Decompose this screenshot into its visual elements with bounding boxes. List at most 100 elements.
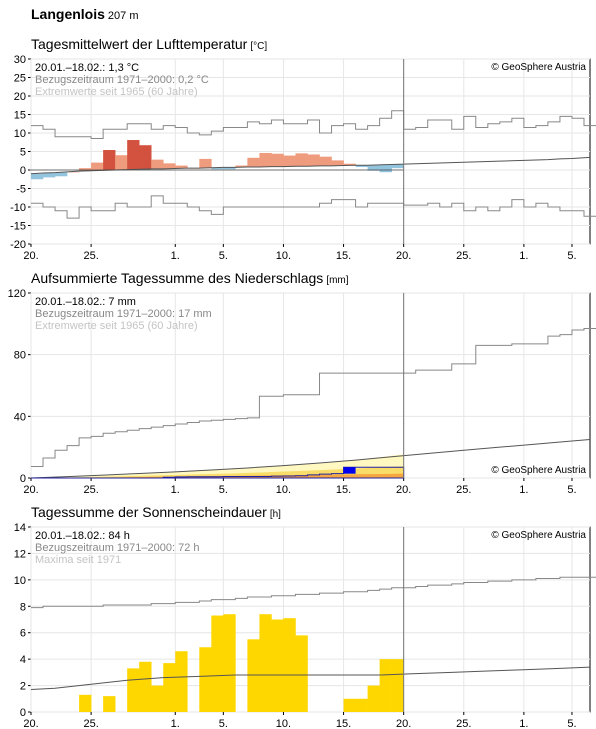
sunshine-bar [295, 635, 308, 712]
y-tick-label: 2 [20, 681, 26, 693]
station-name: Langenlois [31, 6, 105, 22]
legend-extremes: Maxima seit 1971 [35, 554, 121, 566]
temperature-deviation-bar [151, 159, 164, 169]
x-tick-label: 25. [456, 250, 471, 262]
y-tick-label: -15 [10, 221, 26, 233]
legend-extremes: Extremwerte seit 1965 (60 Jahre) [35, 86, 198, 98]
legend-extremes: Extremwerte seit 1965 (60 Jahre) [35, 320, 198, 332]
chart-title-temperature: Tagesmittelwert der Lufttemperatur [°C] [31, 36, 267, 52]
y-tick-label: -10 [10, 202, 26, 214]
sunshine-bar [163, 663, 176, 712]
temperature-title: Tagesmittelwert der Lufttemperatur [31, 36, 248, 52]
temperature-deviation-bar [283, 155, 296, 167]
x-tick-label: 20. [396, 250, 411, 262]
temperature-deviation-bar [319, 156, 332, 166]
max-extreme-line [31, 327, 596, 467]
x-tick-label: 1. [519, 484, 528, 496]
sunshine-bar [283, 618, 296, 712]
temperature-deviation-bar [235, 165, 248, 168]
sunshine-bar [259, 614, 272, 712]
temperature-deviation-bar [379, 164, 392, 173]
sunshine-bar [127, 668, 140, 712]
y-tick-label: 25 [14, 73, 26, 85]
x-tick-label: 25. [83, 484, 98, 496]
y-tick-label: 0 [20, 473, 26, 485]
x-tick-label: 5. [567, 718, 576, 729]
x-tick-label: 10. [276, 484, 291, 496]
x-tick-label: 20. [23, 250, 38, 262]
x-tick-label: 15. [336, 718, 351, 729]
copyright-label: © GeoSphere Austria [491, 465, 586, 476]
sunshine-bar [367, 685, 380, 712]
x-tick-label: 10. [276, 718, 291, 729]
legend-reference: Bezugszeitraum 1971–2000: 72 h [35, 542, 200, 554]
copyright-label: © GeoSphere Austria [491, 530, 586, 541]
sunshine-unit: [h] [269, 509, 281, 520]
x-tick-label: 20. [23, 718, 38, 729]
station-header: Langenlois 207 m [31, 6, 138, 22]
temperature-deviation-bar [139, 145, 152, 170]
y-tick-label: 6 [20, 628, 26, 640]
y-tick-label: -5 [16, 184, 26, 196]
y-tick-label: 0 [20, 165, 26, 177]
legend-reference: Bezugszeitraum 1971–2000: 0,2 °C [35, 74, 209, 86]
y-tick-label: 10 [14, 128, 26, 140]
legend-reference: Bezugszeitraum 1971–2000: 17 mm [35, 308, 212, 320]
sunshine-bar [151, 685, 164, 712]
x-tick-label: 25. [456, 484, 471, 496]
plot-frame [30, 526, 591, 713]
sunshine-bar [79, 694, 92, 712]
temperature-deviation-bar [43, 172, 56, 178]
x-tick-label: 5. [219, 250, 228, 262]
legend-current: 20.01.–18.02.: 1,3 °C [35, 62, 139, 74]
temperature-deviation-bar [163, 163, 176, 169]
temperature-deviation-bar [391, 164, 404, 169]
precipitation-unit: [mm] [326, 275, 349, 286]
y-tick-label: 0 [20, 707, 26, 719]
x-tick-label: 25. [83, 718, 98, 729]
legend-current: 20.01.–18.02.: 7 mm [35, 296, 136, 308]
x-tick-label: 25. [456, 718, 471, 729]
temperature-deviation-bar [91, 162, 104, 171]
y-tick-label: -20 [10, 239, 26, 251]
reference-band-orange [31, 473, 404, 478]
legend-current: 20.01.–18.02.: 84 h [35, 530, 130, 542]
temperature-deviation-bar [115, 155, 128, 170]
sunshine-bar [343, 698, 356, 712]
sunshine-title: Tagessumme der Sonnenscheindauer [31, 504, 267, 520]
sunshine-bar [223, 614, 236, 712]
temperature-deviation-bar [175, 165, 188, 169]
x-tick-label: 1. [171, 484, 180, 496]
x-tick-label: 1. [171, 250, 180, 262]
current-precipitation-line [31, 466, 405, 479]
temperature-deviation-bar [223, 167, 236, 170]
y-tick-label: 120 [8, 288, 26, 300]
temperature-deviation-bar [343, 163, 356, 166]
sunshine-bar [247, 639, 260, 712]
sunshine-bar [175, 651, 188, 712]
temperature-deviation-bar [103, 150, 116, 171]
temperature-deviation-bar [271, 153, 284, 167]
temperature-deviation-bar [199, 158, 212, 169]
y-tick-label: 10 [14, 575, 26, 587]
x-tick-label: 5. [219, 718, 228, 729]
copyright-label: © GeoSphere Austria [491, 62, 586, 73]
sunshine-bar [199, 647, 212, 712]
x-tick-label: 15. [336, 250, 351, 262]
y-tick-label: 12 [14, 548, 26, 560]
temperature-deviation-bar [67, 171, 80, 173]
temperature-deviation-bar [211, 167, 224, 170]
x-tick-label: 5. [567, 250, 576, 262]
y-tick-label: 5 [20, 147, 26, 159]
x-tick-label: 20. [396, 484, 411, 496]
x-tick-label: 5. [219, 484, 228, 496]
y-tick-label: 40 [14, 411, 26, 423]
chart-title-sunshine: Tagessumme der Sonnenscheindauer [h] [31, 504, 281, 520]
sunshine-bar [379, 659, 392, 712]
x-tick-label: 20. [396, 718, 411, 729]
y-tick-label: 30 [14, 54, 26, 66]
precipitation-title: Aufsummierte Tagessumme des Niederschlag… [31, 270, 324, 286]
